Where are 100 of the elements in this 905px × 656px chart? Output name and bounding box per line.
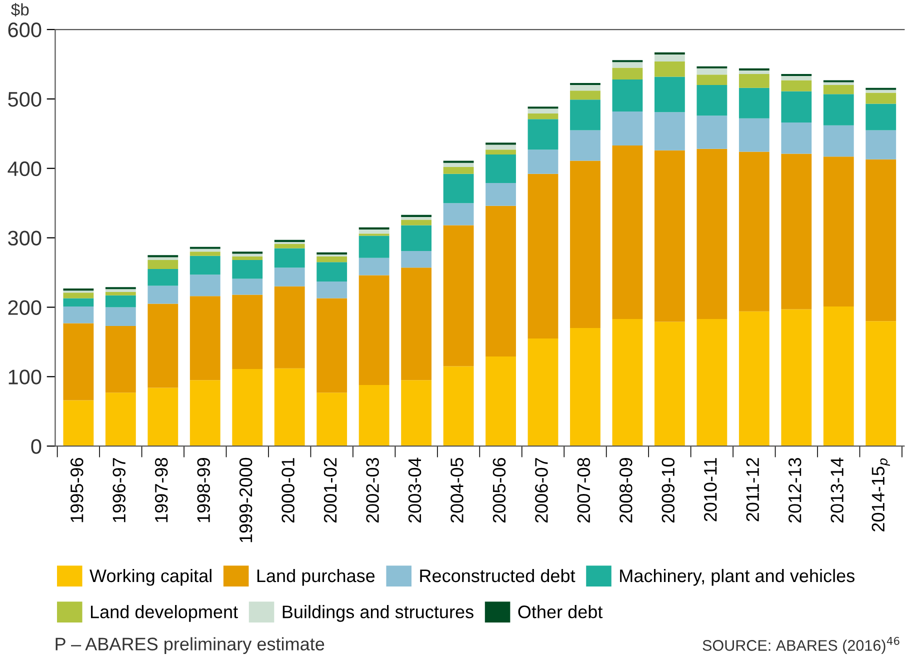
bar	[738, 88, 770, 118]
x-tick-label: 1995-96	[70, 458, 84, 522]
bar	[148, 257, 178, 260]
bar	[190, 256, 220, 275]
bar	[866, 92, 896, 104]
bar	[738, 118, 770, 152]
text: P – ABARES preliminary estimate	[56, 637, 324, 654]
bar	[358, 384, 390, 446]
x-tick-label: 2001-02	[324, 458, 337, 523]
bar	[105, 326, 136, 393]
bar	[358, 258, 390, 276]
bar	[570, 90, 600, 100]
legend-label: Working capital	[90, 568, 212, 586]
bar	[866, 90, 896, 93]
bar	[696, 116, 728, 149]
bar	[570, 85, 600, 91]
bar	[696, 148, 728, 320]
bar	[696, 319, 728, 446]
bar	[781, 76, 812, 80]
bar	[528, 108, 558, 114]
bar	[316, 298, 348, 393]
bar	[823, 156, 854, 307]
bar	[443, 162, 474, 167]
bar	[738, 152, 770, 312]
legend-label: Machinery, plant and vehicles	[620, 568, 854, 586]
bar	[316, 254, 348, 257]
bar	[443, 225, 474, 366]
x-tick-label: 2011-12	[746, 458, 760, 522]
bar	[866, 104, 896, 130]
bar	[654, 54, 685, 62]
bar	[232, 260, 263, 279]
x-tick-label: 2003-04	[408, 458, 422, 523]
bar	[696, 74, 728, 86]
bar	[654, 112, 685, 150]
bar	[274, 268, 305, 286]
bar	[443, 366, 474, 446]
bar	[401, 216, 432, 220]
bar	[190, 296, 220, 380]
x-tick-label: 1996-97	[112, 458, 126, 522]
x-tick-label: 2008-09	[620, 458, 632, 523]
bar	[274, 242, 305, 244]
bar	[528, 114, 558, 120]
bar	[358, 229, 390, 234]
bar	[443, 166, 474, 174]
x-tick-label: 2006-07	[535, 458, 548, 523]
bar	[190, 248, 220, 252]
x-tick-label: 2012-13	[788, 458, 802, 523]
bar	[274, 286, 305, 368]
bar	[105, 295, 136, 308]
bar	[63, 288, 94, 291]
legend-label: Land purchase	[257, 568, 375, 586]
bar	[612, 145, 643, 320]
bar	[528, 338, 558, 446]
bar	[316, 282, 348, 298]
bar	[570, 100, 600, 130]
x-tick-label: 2014-15$_{p}$	[872, 458, 890, 532]
bar	[486, 182, 516, 206]
x-tick-label: 2010-11	[704, 458, 717, 522]
bar	[232, 278, 263, 295]
y-axis-title: $b	[11, 3, 29, 17]
bar	[401, 250, 432, 268]
bar	[781, 74, 812, 76]
bar	[612, 319, 643, 446]
y-tick-label: 100	[8, 370, 42, 384]
bar	[654, 61, 685, 77]
bar	[274, 368, 305, 446]
bar	[781, 80, 812, 92]
bar	[401, 220, 432, 226]
bar	[232, 369, 263, 446]
legend-label: Other debt	[518, 605, 603, 618]
bar	[738, 311, 770, 446]
bar	[528, 174, 558, 338]
bar	[738, 74, 770, 88]
x-tick-label: 2009-10	[662, 458, 675, 523]
x-tick-label: 2005-06	[492, 458, 506, 523]
x-tick-label: 1998-99	[197, 458, 210, 522]
bar	[612, 111, 643, 146]
bar	[316, 256, 348, 262]
bar	[148, 286, 178, 304]
bar	[274, 244, 305, 248]
bar	[274, 248, 305, 268]
bar	[823, 306, 854, 446]
legend-label: Land development	[90, 605, 238, 622]
bar	[654, 150, 685, 322]
bar	[823, 82, 854, 86]
bar	[654, 322, 685, 446]
bar	[63, 400, 94, 446]
bar	[866, 159, 896, 322]
bar	[696, 68, 728, 75]
bar	[570, 160, 600, 328]
x-tick-label: 2002-03	[366, 458, 379, 523]
y-tick-label: 300	[8, 230, 42, 246]
bar	[738, 70, 770, 74]
x-tick-label: 1997-98	[154, 458, 168, 522]
bar	[190, 252, 220, 256]
bar	[866, 321, 896, 446]
bar	[401, 380, 432, 446]
bar	[190, 274, 220, 296]
bar	[486, 154, 516, 183]
y-tick-label: 200	[8, 300, 42, 315]
